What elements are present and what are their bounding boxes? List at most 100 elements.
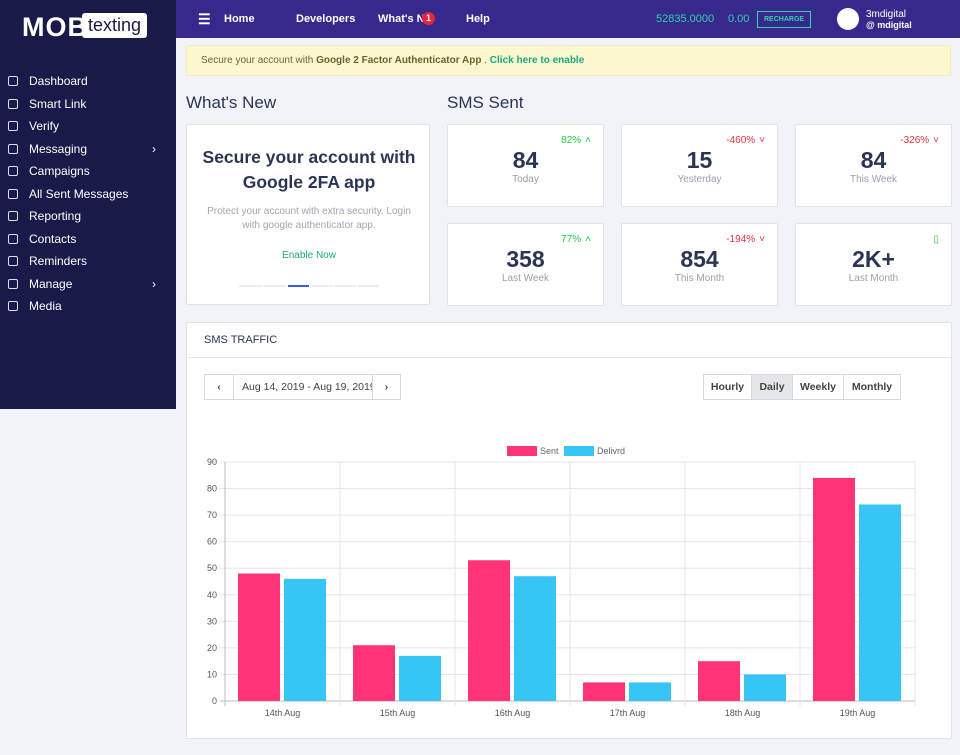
menu-icon — [8, 188, 18, 199]
menu-label: Reminders — [29, 254, 88, 268]
logo-brand: MOB — [22, 12, 88, 42]
menu-item[interactable]: Campaigns — [8, 164, 168, 178]
logo-product: texting — [82, 13, 148, 38]
nav-home[interactable]: Home — [224, 13, 255, 25]
chart: 0 10 20 30 40 50 60 70 80 90 Sent Delivrd 14th Aug 15… — [207, 446, 916, 718]
bar — [353, 645, 395, 701]
card-title: Secure your account with Google 2FA app — [202, 147, 416, 192]
trend-icon: ˅ — [759, 234, 765, 245]
y-tick-label: 40 — [207, 590, 217, 600]
y-tick-label: 30 — [207, 616, 217, 626]
menu-icon — [8, 233, 18, 244]
alert-separator: . — [484, 55, 488, 66]
change-value: -460% — [726, 135, 756, 146]
y-tick-label: 10 — [207, 669, 217, 679]
bar — [284, 578, 326, 701]
bar — [399, 655, 441, 701]
menu-label: Media — [29, 299, 62, 313]
bar — [514, 576, 556, 701]
stat-change: -194% ˅ — [726, 234, 765, 245]
enable-link[interactable]: Enable Now — [282, 250, 336, 261]
menu-item[interactable]: Media — [8, 299, 168, 313]
y-tick-label: 60 — [207, 537, 217, 547]
stat-label: Yesterday — [677, 174, 722, 185]
menu-label: All Sent Messages — [29, 186, 129, 201]
trend-icon: ˅ — [759, 135, 765, 146]
change-value: -194% — [726, 234, 756, 245]
menu-item[interactable]: Messaging › — [8, 142, 168, 156]
y-tick-label: 80 — [207, 484, 217, 494]
stat-card: 358 Last Week 77% ˄ — [447, 223, 604, 306]
menu-item[interactable]: All Sent Messages — [8, 187, 168, 201]
period-button[interactable]: Hourly — [703, 374, 752, 400]
menu-label: Manage — [29, 276, 73, 291]
menu-item[interactable]: Smart Link — [8, 97, 168, 111]
x-tick-label: 17th Aug — [610, 708, 646, 718]
nav-help[interactable]: Help — [466, 13, 490, 25]
menu-item[interactable]: Contacts — [8, 232, 168, 246]
x-tick-label: 19th Aug — [840, 708, 876, 718]
menu-label: Dashboard — [29, 74, 88, 88]
y-tick-label: 50 — [207, 563, 217, 573]
stat-card: 2K+ Last Month ▯ — [795, 223, 952, 306]
x-tick-label: 18th Aug — [725, 708, 761, 718]
bar — [698, 661, 740, 701]
menu-icon — [8, 166, 18, 176]
bar — [859, 504, 901, 701]
stat-label: This Week — [849, 174, 898, 185]
stat-card: 84 Today 82% ˄ — [447, 124, 604, 207]
next-button[interactable]: › — [372, 374, 401, 400]
nav-whats-new[interactable]: What's New — [378, 13, 432, 25]
notification-badge: 1 — [422, 12, 435, 25]
top-bar: ☰ Home Developers What's New 1 Help 5283… — [176, 0, 960, 38]
stat-card: 84 This Week -326% ˅ — [795, 124, 952, 207]
change-value: 77% — [561, 234, 582, 245]
change-value: -326% — [900, 135, 930, 146]
menu-label: Campaigns — [29, 164, 90, 178]
menu-item[interactable]: Reporting — [8, 209, 168, 223]
stat-label: Last Month — [848, 273, 899, 284]
period-button[interactable]: Weekly — [792, 374, 844, 400]
period-button[interactable]: Daily — [751, 374, 793, 400]
trend-icon: ▯ — [933, 234, 939, 245]
menu-label: Verify — [29, 119, 60, 133]
recharge-button[interactable]: RECHARGE — [757, 11, 812, 28]
card-text: Protect your account with extra security… — [207, 206, 411, 231]
divider — [187, 357, 951, 358]
carousel-dots[interactable] — [239, 285, 379, 287]
stat-change: ▯ — [929, 234, 939, 245]
menu-item[interactable]: Reminders — [8, 254, 168, 268]
x-tick-label: 14th Aug — [265, 708, 301, 718]
menu-icon — [8, 143, 18, 154]
stat-change: 77% ˄ — [561, 234, 591, 245]
panel-title: SMS TRAFFIC — [204, 334, 278, 346]
stat-change: 82% ˄ — [561, 135, 591, 146]
date-range[interactable]: Aug 14, 2019 - Aug 19, 2019 — [233, 374, 373, 400]
y-tick-label: 20 — [207, 643, 217, 653]
menu-toggle[interactable]: ☰ — [198, 11, 211, 27]
menu-item[interactable]: Dashboard — [8, 74, 168, 88]
alert: Secure your account with Google 2 Factor… — [186, 45, 951, 76]
stat-card: 854 This Month -194% ˅ — [621, 223, 778, 306]
nav-developers[interactable]: Developers — [296, 13, 356, 25]
menu-item[interactable]: Verify — [8, 119, 168, 133]
bar — [744, 674, 786, 701]
alert-link[interactable]: Click here to enable — [489, 55, 585, 66]
menu-icon — [8, 301, 18, 311]
x-tick-label: 15th Aug — [380, 708, 416, 718]
legend-label: Delivrd — [597, 446, 625, 456]
bar — [813, 477, 855, 701]
menu-icon — [8, 121, 18, 131]
menu-item[interactable]: Manage › — [8, 277, 168, 291]
menu-icon — [8, 98, 18, 109]
change-value: 82% — [561, 135, 582, 146]
stat-value: 15 — [686, 147, 713, 173]
credits: 52835.0000 — [656, 13, 715, 25]
stat-label: This Month — [674, 273, 725, 284]
stat-card: 15 Yesterday -460% ˅ — [621, 124, 778, 207]
period-button[interactable]: Monthly — [843, 374, 901, 400]
menu-icon — [8, 256, 18, 266]
sidebar: MOB texting Dashboard Smart Link Verify Mes… — [0, 0, 176, 409]
bar — [238, 573, 280, 701]
user-handle: @ mdigital — [866, 20, 912, 30]
